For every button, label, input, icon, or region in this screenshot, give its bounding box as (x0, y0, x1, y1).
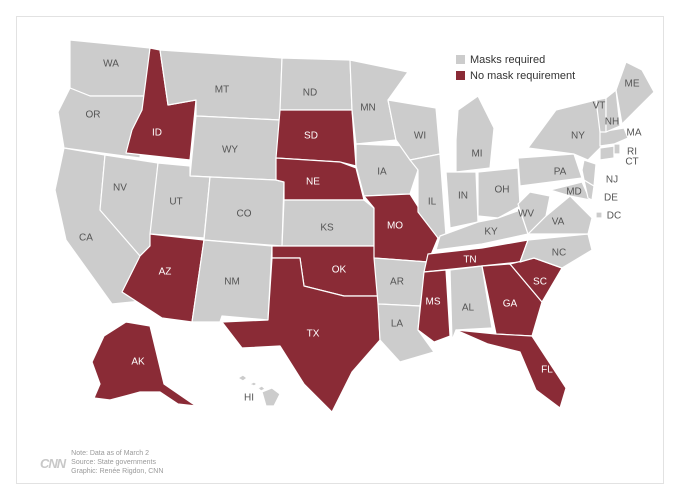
state-il[interactable] (409, 153, 447, 239)
state-nc[interactable] (519, 233, 593, 269)
legend-swatch-required (456, 55, 465, 64)
state-label-in: IN (458, 191, 468, 202)
state-label-nj: NJ (606, 175, 618, 186)
cnn-logo: CNN (40, 456, 66, 471)
legend-label-required: Masks required (470, 53, 546, 66)
state-label-fl: FL (541, 365, 553, 376)
footer-notes: Note: Data as of March 2 Source: State g… (71, 449, 163, 476)
state-mi[interactable] (455, 95, 495, 173)
legend-label-none: No mask requirement (470, 69, 576, 82)
state-label-ne: NE (306, 177, 320, 188)
state-tx[interactable] (221, 257, 381, 413)
state-label-nd: ND (303, 88, 317, 99)
state-label-ri: RI (627, 147, 637, 158)
state-label-ky: KY (484, 227, 498, 238)
state-nj[interactable] (581, 159, 597, 187)
state-label-oh: OH (495, 185, 510, 196)
state-oh[interactable] (477, 167, 521, 219)
state-label-nh: NH (605, 117, 619, 128)
legend-item-required: Masks required (456, 52, 575, 67)
state-label-ok: OK (332, 265, 347, 276)
state-sd[interactable] (275, 109, 357, 167)
state-or[interactable] (57, 87, 147, 159)
state-label-hi: HI (244, 393, 254, 404)
state-label-mi: MI (471, 149, 482, 160)
state-label-pa: PA (554, 167, 567, 178)
state-label-sd: SD (304, 131, 318, 142)
state-label-sc: SC (533, 277, 547, 288)
graphic-credit: Graphic: Renée Rigdon, CNN (71, 468, 164, 475)
state-label-ia: IA (377, 167, 387, 178)
state-label-wy: WY (222, 145, 238, 156)
state-label-ar: AR (390, 277, 404, 288)
legend-item-none: No mask requirement (456, 68, 575, 83)
state-label-tx: TX (307, 329, 320, 340)
state-ak[interactable] (91, 321, 197, 407)
state-label-co: CO (237, 209, 252, 220)
state-label-la: LA (391, 319, 404, 330)
state-label-wa: WA (103, 59, 119, 70)
state-ma[interactable] (599, 127, 629, 147)
state-label-mt: MT (215, 85, 229, 96)
state-label-ma: MA (627, 128, 642, 139)
state-ri[interactable] (613, 143, 621, 155)
state-label-dc: DC (607, 211, 621, 222)
state-label-az: AZ (159, 267, 172, 278)
state-label-de: DE (604, 193, 618, 204)
legend-swatch-none (456, 71, 465, 80)
state-al[interactable] (449, 265, 493, 341)
state-label-nm: NM (224, 277, 240, 288)
state-label-al: AL (462, 303, 475, 314)
state-label-ca: CA (79, 233, 93, 244)
state-label-ms: MS (426, 297, 441, 308)
legend: Masks required No mask requirement (456, 52, 575, 84)
state-label-ks: KS (320, 223, 334, 234)
state-label-tn: TN (463, 255, 476, 266)
footer: CNN Note: Data as of March 2 Source: Sta… (40, 449, 163, 476)
state-wv[interactable] (517, 191, 551, 235)
note-text: Note: Data as of March 2 (71, 450, 149, 457)
state-label-mo: MO (387, 221, 403, 232)
state-label-me: ME (625, 79, 640, 90)
state-label-wi: WI (414, 131, 426, 142)
state-label-mn: MN (360, 103, 376, 114)
state-label-vt: VT (593, 101, 606, 112)
state-ct[interactable] (599, 145, 615, 161)
state-label-ga: GA (503, 299, 518, 310)
state-label-ct: CT (625, 157, 638, 168)
state-md[interactable] (549, 181, 591, 201)
state-label-ny: NY (571, 131, 585, 142)
state-nh[interactable] (605, 89, 621, 133)
state-label-nc: NC (552, 248, 566, 259)
state-label-wv: WV (518, 209, 534, 220)
state-label-ut: UT (169, 197, 182, 208)
state-label-id: ID (152, 128, 162, 139)
state-hi[interactable] (237, 374, 281, 407)
state-ms[interactable] (417, 269, 451, 343)
state-ga[interactable] (481, 263, 543, 337)
state-label-md: MD (566, 187, 582, 198)
state-label-nv: NV (113, 183, 127, 194)
state-label-va: VA (552, 217, 565, 228)
state-me[interactable] (615, 61, 655, 125)
source-text: Source: State governments (71, 459, 156, 466)
state-nd[interactable] (279, 57, 353, 111)
state-fl[interactable] (455, 329, 567, 409)
state-label-or: OR (86, 110, 101, 121)
state-pa[interactable] (517, 153, 583, 187)
state-label-il: IL (428, 197, 437, 208)
state-label-ak: AK (131, 357, 145, 368)
state-dc[interactable] (595, 211, 603, 219)
